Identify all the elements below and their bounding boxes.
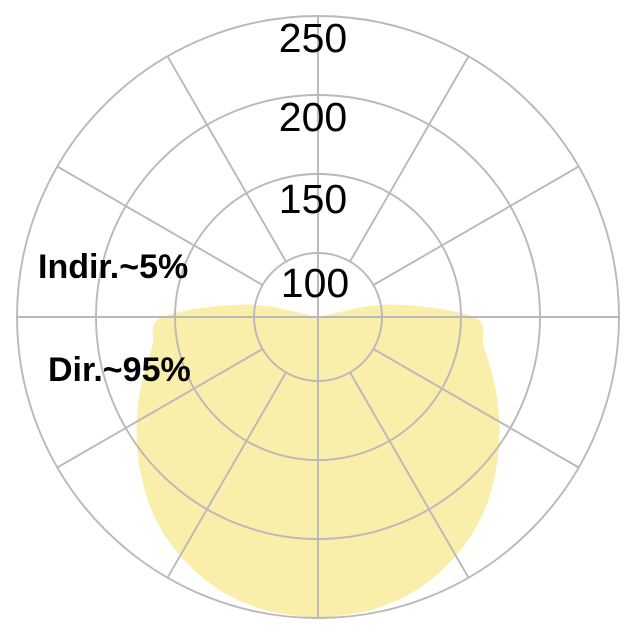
angular-gridline-150 <box>56 348 264 469</box>
angular-gridlines <box>17 16 619 618</box>
radial-tick-label-250: 250 <box>279 15 347 61</box>
angular-gridline-210 <box>56 165 264 286</box>
radial-grid-circle-200 <box>95 94 541 540</box>
radial-grid-circle-150 <box>174 173 462 461</box>
angular-gridline-60 <box>349 371 470 579</box>
radial-tick-labels: 250 200 150 100 <box>279 15 349 306</box>
angular-gridline-330 <box>372 165 580 286</box>
radial-tick-label-150: 150 <box>279 176 347 222</box>
radial-grid-circle-250 <box>16 15 620 619</box>
angular-gridline-300 <box>349 55 470 263</box>
angular-gridline-30 <box>372 348 580 469</box>
angular-gridline-120 <box>166 371 287 579</box>
radial-gridlines <box>16 15 620 619</box>
radial-grid-circle-100 <box>253 252 383 382</box>
direct-share-label: Dir.~95% <box>48 351 191 389</box>
indirect-share-label: Indir.~5% <box>38 248 188 286</box>
radial-tick-label-100: 100 <box>281 260 349 306</box>
radial-tick-label-200: 200 <box>279 94 347 140</box>
angular-gridline-240 <box>166 55 287 263</box>
